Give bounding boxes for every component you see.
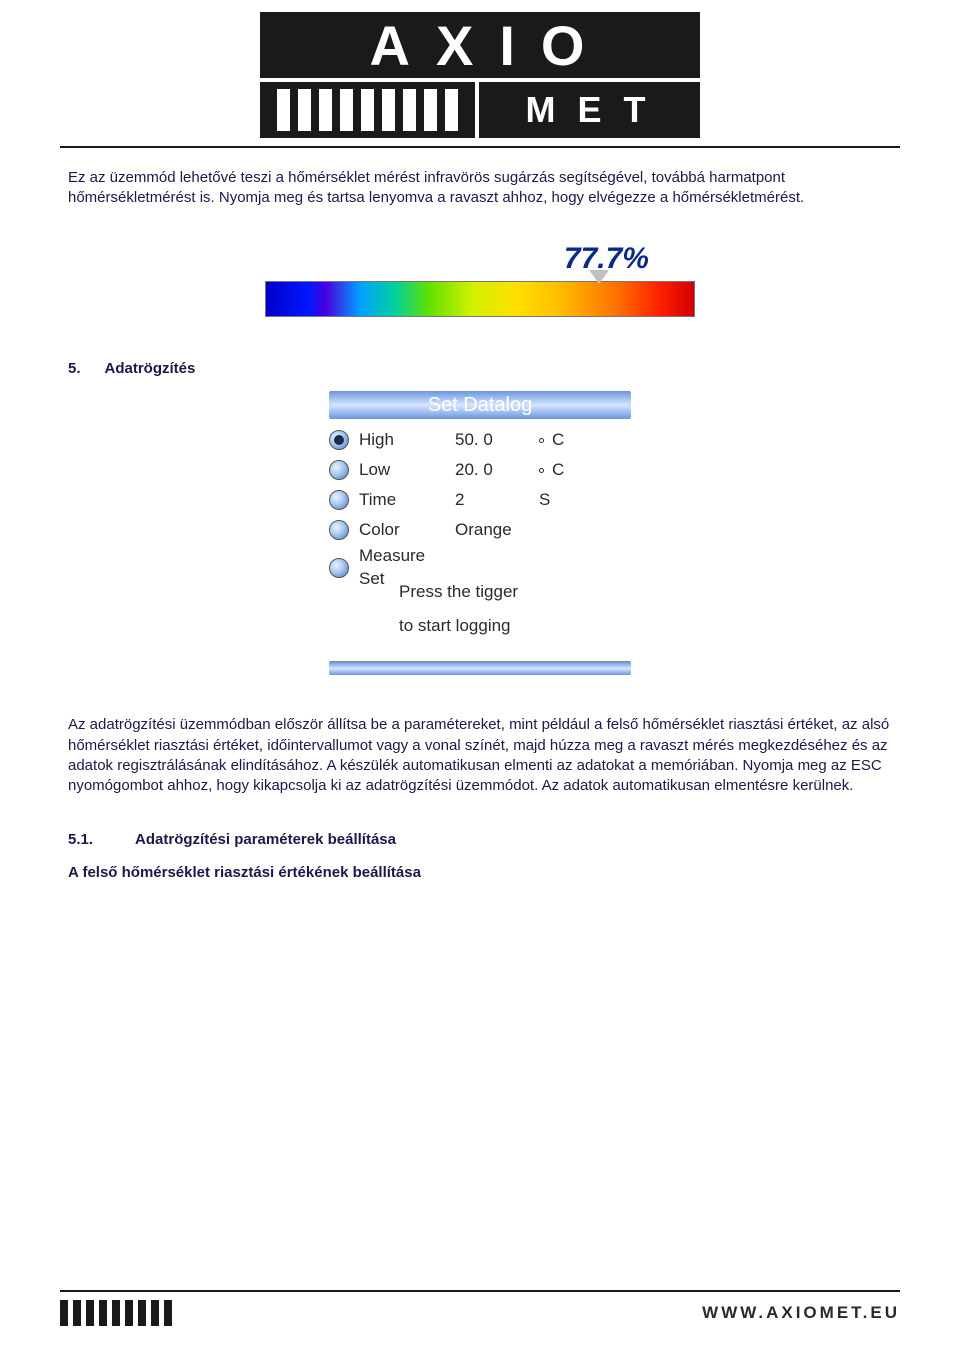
logo-text-top: AXIO (350, 13, 611, 78)
row-value: 50. 0 (455, 429, 535, 452)
section-title: Adatrögzítés (105, 359, 196, 379)
set-datalog-panel: Set Datalog High50. 0CLow20. 0CTime2SCol… (329, 391, 631, 675)
datalog-row[interactable]: ColorOrange (329, 515, 631, 545)
section-5-1-heading: 5.1. Adatrögzítési paraméterek beállítás… (68, 830, 892, 850)
panel-note-line2: to start logging (399, 609, 631, 643)
page-footer: WWW.AXIOMET.EU (60, 1290, 900, 1326)
section-5-heading: 5. Adatrögzítés (68, 359, 892, 379)
degree-icon (539, 468, 544, 473)
row-label: High (359, 429, 451, 452)
section-5-1-body: A felső hőmérséklet riasztási értékének … (68, 863, 892, 883)
section-number: 5. (68, 359, 81, 379)
radio-icon[interactable] (329, 460, 349, 480)
gradient-pointer-icon (589, 270, 609, 284)
footer-url: WWW.AXIOMET.EU (702, 1303, 900, 1323)
row-label: Time (359, 489, 451, 512)
degree-icon (539, 438, 544, 443)
logo-block: AXIO MET (0, 0, 960, 138)
humidity-gradient-widget: 77.7% (265, 239, 695, 318)
datalog-row[interactable]: Measure Set (329, 545, 631, 575)
row-label: Low (359, 459, 451, 482)
subsection-number: 5.1. (68, 830, 93, 850)
panel-header: Set Datalog (329, 391, 631, 419)
logo-top-bar: AXIO (260, 12, 700, 78)
panel-note-line1: Press the tigger (399, 575, 631, 609)
logo-text-bottom: MET (512, 89, 668, 131)
logo-stripes-icon (260, 82, 475, 138)
row-unit: C (539, 459, 631, 482)
row-unit: C (539, 429, 631, 452)
datalog-row[interactable]: High50. 0C (329, 425, 631, 455)
datalog-row[interactable]: Time2S (329, 485, 631, 515)
footer-stripes-icon (60, 1300, 172, 1326)
subsection-title: Adatrögzítési paraméterek beállítása (135, 830, 396, 850)
row-value: 20. 0 (455, 459, 535, 482)
intro-paragraph: Ez az üzemmód lehetővé teszi a hőmérsékl… (68, 168, 892, 209)
row-value: 2 (455, 489, 535, 512)
datalog-row[interactable]: Low20. 0C (329, 455, 631, 485)
row-unit: S (539, 489, 631, 512)
logo-bottom-bar: MET (479, 82, 700, 138)
radio-icon[interactable] (329, 430, 349, 450)
radio-icon[interactable] (329, 520, 349, 540)
radio-icon[interactable] (329, 490, 349, 510)
gradient-bar (265, 281, 695, 317)
row-label: Color (359, 519, 451, 542)
radio-icon[interactable] (329, 558, 349, 578)
panel-footer-bar (329, 661, 631, 675)
section-5-body: Az adatrögzítési üzemmódban először állí… (68, 715, 892, 796)
footer-divider (60, 1290, 900, 1292)
row-value: Orange (455, 519, 535, 542)
